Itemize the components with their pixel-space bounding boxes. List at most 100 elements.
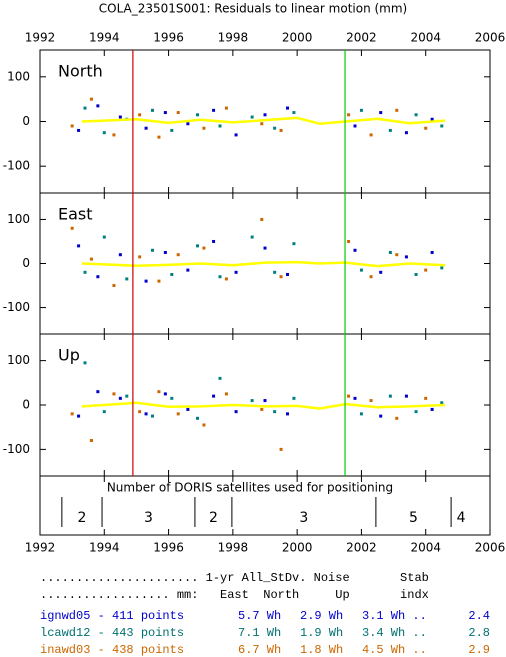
- point: [112, 133, 116, 137]
- point: [70, 412, 74, 416]
- point: [202, 423, 206, 427]
- point: [196, 244, 199, 248]
- x-tick-label: 2006: [475, 541, 506, 555]
- point: [96, 104, 100, 108]
- x-tick-label: 2006: [475, 31, 506, 45]
- point: [414, 273, 418, 277]
- point: [77, 244, 81, 248]
- point: [279, 128, 283, 132]
- point: [196, 416, 199, 420]
- point: [212, 239, 216, 243]
- x-tick-label: 2000: [282, 31, 313, 45]
- point: [157, 135, 161, 139]
- satellite-count: 4: [457, 510, 466, 526]
- y-tick-label: -100: [3, 300, 30, 314]
- satellite-count: 3: [144, 510, 153, 526]
- point: [186, 122, 190, 126]
- point: [279, 275, 283, 279]
- table-cell: 2.4: [468, 609, 490, 623]
- point: [395, 253, 399, 257]
- point: [279, 447, 283, 451]
- point: [440, 401, 444, 405]
- table-cell: 1.9 Wh: [300, 626, 343, 640]
- point: [70, 124, 74, 128]
- point: [186, 268, 190, 272]
- table-cell: 2.8: [468, 626, 490, 640]
- point: [353, 248, 357, 252]
- point: [263, 246, 267, 250]
- x-tick-label: 1994: [89, 541, 120, 555]
- y-tick-label: 0: [22, 114, 30, 128]
- point: [202, 126, 206, 130]
- point: [151, 108, 154, 112]
- mean-line: [81, 116, 446, 125]
- panel-label: Up: [58, 346, 80, 365]
- table-cell: 6.7 Wh: [238, 643, 281, 657]
- point: [125, 394, 129, 398]
- point: [292, 242, 296, 246]
- point: [83, 106, 87, 110]
- point: [388, 394, 392, 398]
- point: [144, 412, 148, 416]
- point: [388, 128, 392, 132]
- point: [286, 412, 289, 416]
- x-tick-label: 1996: [153, 31, 184, 45]
- point: [424, 396, 428, 400]
- point: [260, 217, 264, 221]
- point: [144, 126, 148, 130]
- point: [440, 266, 444, 270]
- point: [414, 410, 418, 414]
- x-tick-label: 1992: [25, 541, 56, 555]
- table-cell: 7.1 Wh: [238, 626, 281, 640]
- point: [218, 124, 222, 128]
- point: [234, 133, 238, 137]
- point: [151, 248, 154, 252]
- mean-line: [81, 401, 446, 410]
- point: [260, 407, 264, 411]
- point: [286, 106, 289, 110]
- x-tick-label: 2002: [346, 541, 377, 555]
- x-tick-label: 2004: [410, 31, 441, 45]
- point: [70, 226, 74, 230]
- point: [89, 257, 93, 261]
- x-tick-label: 2000: [282, 541, 313, 555]
- point: [263, 113, 267, 117]
- point: [89, 439, 93, 442]
- point: [430, 250, 434, 254]
- point: [102, 235, 106, 239]
- point: [176, 253, 180, 257]
- panel-frame: [39, 475, 491, 536]
- point: [347, 113, 351, 117]
- point: [96, 275, 100, 279]
- y-tick-label: -100: [3, 442, 30, 456]
- point: [424, 126, 428, 130]
- point: [77, 414, 81, 418]
- point: [218, 275, 222, 279]
- point: [125, 277, 129, 281]
- table-cell: 3.1 Wh ..: [362, 609, 427, 623]
- point: [118, 115, 122, 119]
- point: [347, 239, 351, 243]
- table-cell: 3.4 Wh ..: [362, 626, 427, 640]
- point: [112, 392, 116, 396]
- x-tick-label: 1998: [218, 541, 249, 555]
- x-tick-label: 1992: [25, 31, 56, 45]
- point: [404, 131, 408, 135]
- point: [102, 131, 106, 135]
- point: [196, 113, 199, 117]
- point: [395, 108, 399, 112]
- point: [170, 128, 174, 132]
- y-tick-label: -100: [3, 159, 30, 173]
- x-tick-label: 2002: [346, 31, 377, 45]
- table-header: .................. mm: East North Up ind…: [40, 588, 429, 602]
- table-header: ...................... 1-yr All_StDv. No…: [40, 571, 429, 585]
- y-tick-label: 100: [7, 69, 30, 83]
- point: [388, 250, 392, 254]
- point: [404, 255, 408, 259]
- y-tick-label: 0: [22, 256, 30, 270]
- point: [273, 410, 277, 414]
- point: [138, 113, 142, 117]
- x-tick-label: 1996: [153, 541, 184, 555]
- y-tick-label: 100: [7, 353, 30, 367]
